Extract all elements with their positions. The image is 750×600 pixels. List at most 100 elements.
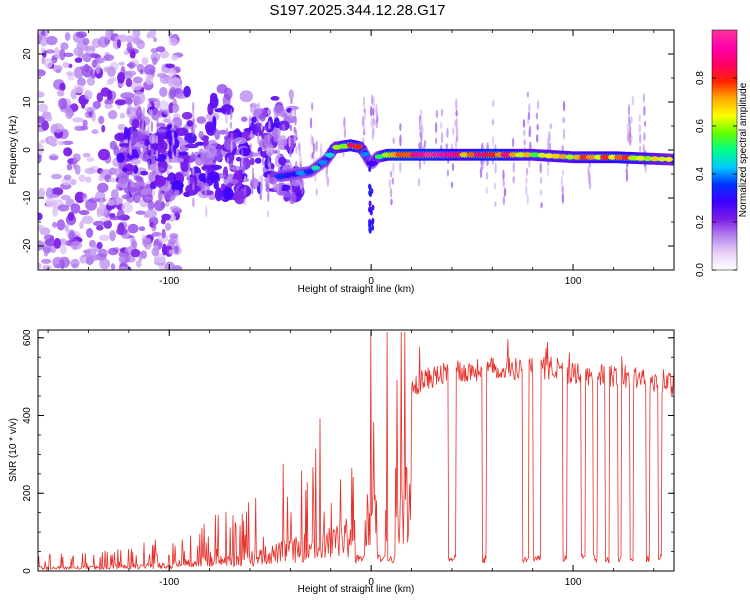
spectrogram-cell [444,152,455,158]
spectrogram-cell [450,181,454,188]
spectrogram-cell [371,219,374,226]
spectrogram-cell [343,127,347,139]
spectrogram-cell [140,188,152,196]
spectrogram-cell [204,152,208,159]
spectrogram-cell [370,188,374,195]
spectrogram-cell [38,224,44,232]
spectrogram-cell [642,93,646,103]
spectrogram-cell [40,139,46,144]
spectrogram-cell [167,143,170,152]
spectrogram-cell [125,78,133,88]
spectrogram-cell [167,238,177,244]
spectrogram-cell [371,94,374,105]
spectrogram-cell [244,175,247,183]
spectrogram-ylabel: Frequency (Hz) [8,116,19,185]
spectrogram-cell [84,90,93,100]
spectrogram-cell [72,117,84,123]
spectrogram-cell [230,108,233,120]
spectrogram-cell [81,193,87,199]
spectrogram-cell [220,183,226,191]
spectrogram-cell [114,132,127,142]
spectrogram-cell [257,132,260,145]
spectrogram-cell [417,177,421,187]
spectrogram-cell [171,180,184,191]
spectrogram-cell [239,147,251,157]
spectrogram-cell [133,192,141,204]
x-tick-label: -100 [159,577,179,588]
spectrogram-cell [473,152,483,158]
spectrogram-cell [151,247,160,257]
spectrogram-cell [191,151,194,159]
spectrogram-cell [132,76,143,84]
spectrogram-cell [205,122,217,136]
spectrogram-cell [243,162,246,173]
colorbar: 0.0 0.2 0.4 0.6 0.8 Normalized spectral ampl… [695,29,749,277]
spectrogram-cell [180,159,190,172]
spectrogram-cell [108,110,118,120]
spectrogram-cell [249,143,252,150]
spectrogram-cell [57,89,65,97]
spectrogram-cell [539,176,543,184]
spectrogram-cell [368,200,372,207]
spectrogram-cell [456,125,459,138]
spectrogram-cell [91,129,99,135]
spectrogram-cell [45,197,55,208]
spectrogram-cell [73,66,84,79]
spectrogram-cell [98,234,110,241]
spectrogram-cell [118,171,128,185]
spectrogram-cell [213,181,219,190]
spectrogram-cell [38,154,42,164]
spectrogram-cell [52,256,63,269]
spectrogram-cell [60,42,69,50]
spectrogram-cell [168,37,179,47]
spectrogram-cell [66,163,73,171]
spectrogram-cell [131,118,140,129]
spectrogram-cell [126,41,133,52]
spectrogram-cell [370,105,373,117]
spectrogram-cell [97,36,110,48]
spectrogram-cell [638,114,641,122]
spectrogram-cell [148,144,151,151]
spectrogram-cell [65,107,74,120]
spectrogram-cell [454,139,458,150]
spectrogram-cell [219,129,228,135]
spectrogram-cell [198,130,204,139]
spectrogram-cell [502,169,505,181]
spectrogram-cell [201,190,214,196]
spectrogram-cell [84,167,96,175]
spectrogram-cell [130,125,133,134]
spectrogram-cell [270,163,275,169]
spectrogram-cell [372,117,375,126]
x-tick-label: 100 [565,276,582,287]
spectrogram-cell [278,156,287,166]
colorbar-tick-label: 0.2 [695,215,706,229]
spectrogram-cell [251,167,255,179]
spectrogram-cell [72,153,81,162]
spectrogram-cell [298,142,301,151]
spectrogram-cell [639,133,642,144]
spectrogram-cell [106,66,116,78]
spectrogram-cell [113,145,120,156]
spectrogram-cell [277,146,280,158]
spectrogram-cell [76,31,87,38]
spectrogram-cell [121,167,128,172]
spectrogram-cell [150,109,153,118]
spectrogram-cell [421,124,424,136]
spectrogram-cell [289,148,292,158]
spectrogram-cell [229,121,233,129]
spectrogram-cell [343,116,346,129]
spectrogram-cell [82,152,91,158]
spectrogram-cell [116,39,121,49]
spectrogram-cell [187,161,191,171]
spectrogram-cell [309,117,313,129]
spectrogram-cell [549,123,552,130]
spectrogram-cell [96,241,103,250]
spectrogram-cell [455,117,458,128]
spectrogram-cell [268,161,271,171]
spectrogram-cell [147,97,157,103]
spectrogram-cell [214,129,221,140]
spectrogram-cell [248,115,252,127]
spectrogram-cell [525,184,528,196]
spectrogram-cell [141,57,149,65]
spectrogram-cell [77,77,86,87]
